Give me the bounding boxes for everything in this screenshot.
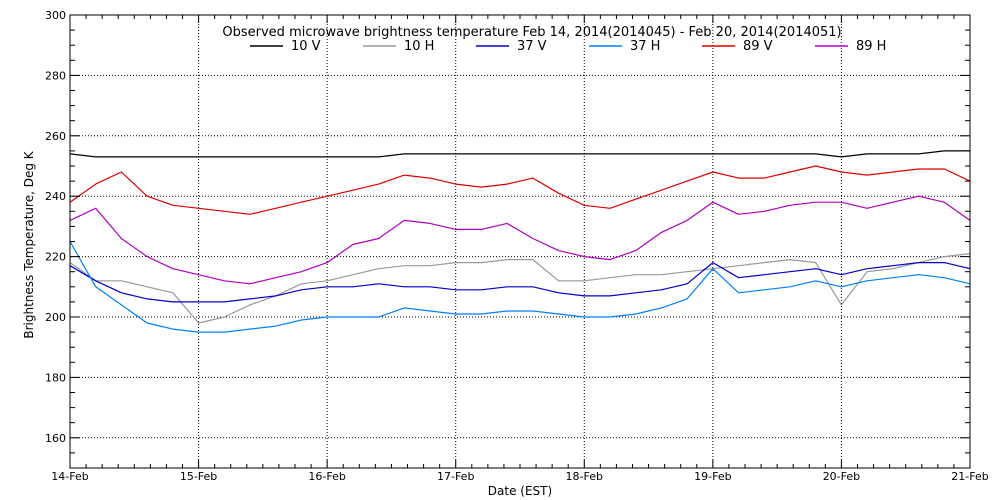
legend: 10 V 10 H 37 V 37 H 89 V 89 H xyxy=(250,39,886,54)
y-tick-label: 260 xyxy=(45,130,66,143)
x-tick-label: 16-Feb xyxy=(308,470,345,483)
y-tick-label: 240 xyxy=(45,190,66,203)
y-tick-label: 160 xyxy=(45,432,66,445)
y-tick-label: 200 xyxy=(45,311,66,324)
legend-label: 89 V xyxy=(743,39,773,54)
legend-label: 10 H xyxy=(404,39,434,54)
x-axis-title: Date (EST) xyxy=(488,484,552,498)
plot-frame xyxy=(69,14,971,469)
x-tick-label: 15-Feb xyxy=(180,470,217,483)
legend-label: 10 V xyxy=(291,39,321,54)
x-tick-label: 18-Feb xyxy=(566,470,603,483)
legend-label: 89 H xyxy=(856,39,886,54)
x-tick-labels: 14-Feb 15-Feb 16-Feb 17-Feb 18-Feb 19-Feb 20-F… xyxy=(51,470,988,483)
chart-title: Observed microwave brightness temperatur… xyxy=(222,25,841,40)
series-line-10h xyxy=(69,253,971,324)
y-tick-label: 280 xyxy=(45,69,66,82)
series-line-37v xyxy=(69,262,971,303)
grid xyxy=(70,15,970,468)
y-tick-label: 300 xyxy=(45,9,66,22)
legend-label: 37 V xyxy=(517,39,547,54)
y-tick-label: 220 xyxy=(45,251,66,264)
series-lines xyxy=(69,150,971,333)
series-line-37h xyxy=(69,241,971,333)
legend-label: 37 H xyxy=(630,39,660,54)
x-tick-label: 21-Feb xyxy=(951,470,988,483)
series-line-89v xyxy=(69,165,971,215)
x-tick-label: 19-Feb xyxy=(694,470,731,483)
x-tick-label: 14-Feb xyxy=(51,470,88,483)
y-tick-labels: 160 180 200 220 240 260 280 300 xyxy=(45,9,66,445)
y-axis-title: Brightness Temperature, Deg K xyxy=(22,150,36,338)
x-tick-label: 20-Feb xyxy=(823,470,860,483)
y-tick-label: 180 xyxy=(45,371,66,384)
x-tick-label: 17-Feb xyxy=(437,470,474,483)
series-line-10v xyxy=(69,150,970,158)
series-line-89h xyxy=(69,195,971,285)
axis-ticks xyxy=(69,14,971,469)
